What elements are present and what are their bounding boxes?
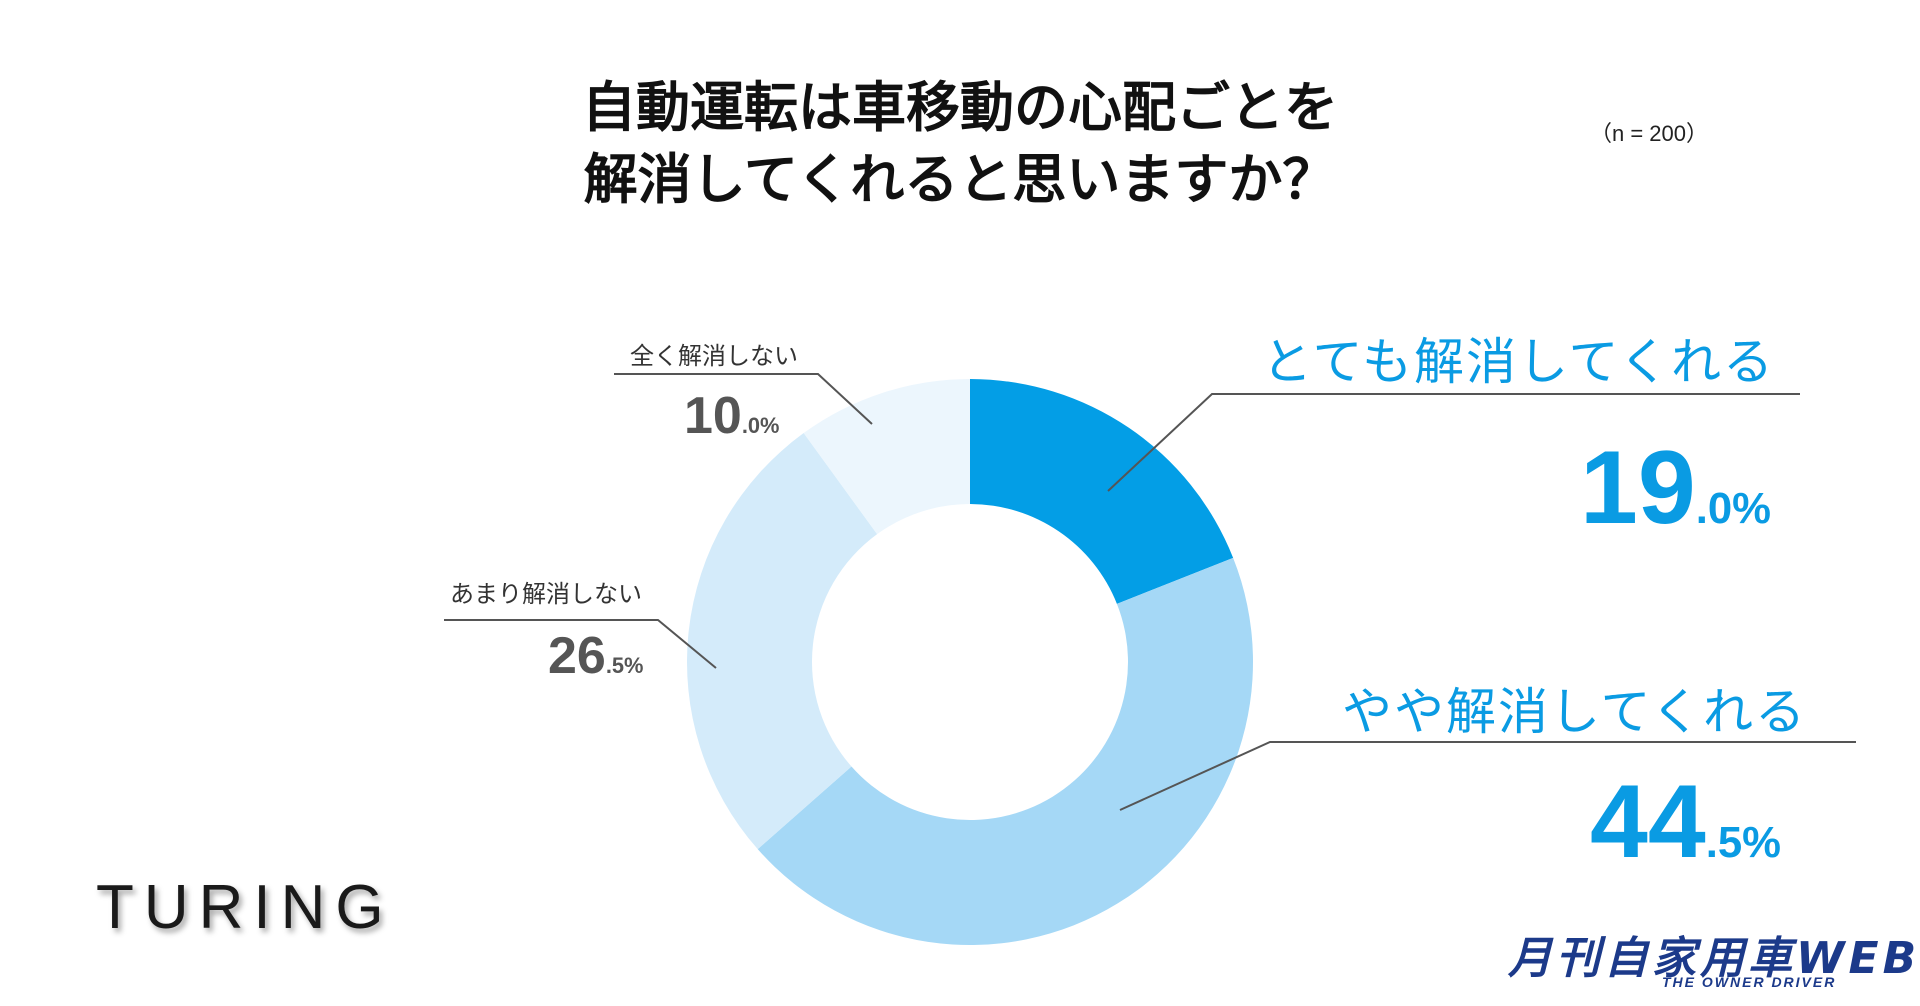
leader-somewhat-resolves — [1119, 741, 1856, 811]
percent-very-dec: .0% — [1695, 484, 1771, 533]
label-somewhat-resolves: やや解消してくれる — [1342, 683, 1807, 741]
percent-not-at-all-dec: .0% — [741, 413, 780, 438]
title-line-2: 解消してくれると思いますか？ — [583, 148, 1337, 211]
slice-very-resolves — [970, 379, 1234, 604]
sample-size: （n = 200） — [1590, 121, 1709, 146]
slice-not-at-all — [803, 379, 970, 535]
magazine-name: 月刊自家用車WEB — [1508, 933, 1920, 984]
percent-very-int: 19 — [1580, 430, 1696, 546]
leader-not-much — [444, 619, 717, 669]
turing-logo: TURING — [96, 873, 394, 942]
percent-not-much-int: 26 — [548, 627, 606, 685]
percent-somewhat-dec: .5% — [1705, 818, 1781, 867]
percent-somewhat-int: 44 — [1590, 764, 1706, 880]
magazine-tagline: THE OWNER DRIVER — [1662, 974, 1837, 990]
title-line-1: 自動運転は車移動の心配ごとを — [582, 76, 1338, 139]
leader-not-at-all — [614, 373, 873, 425]
percent-very-resolves: 19.0% — [1580, 436, 1771, 540]
percent-not-much: 26.5% — [548, 630, 643, 682]
slice-not-much — [687, 433, 878, 850]
label-very-resolves: とても解消してくれる — [1262, 333, 1775, 391]
label-not-much: あまり解消しない — [450, 580, 642, 608]
label-not-at-all: 全く解消しない — [630, 342, 798, 370]
percent-somewhat-resolves: 44.5% — [1590, 770, 1781, 874]
chart-title: 自動運転は車移動の心配ごとを 解消してくれると思いますか？ — [540, 72, 1380, 216]
magazine-logo: 月刊自家用車WEB THE OWNER DRIVER — [1508, 922, 1916, 996]
percent-not-much-dec: .5% — [605, 653, 644, 678]
percent-not-at-all-int: 10 — [684, 387, 742, 445]
slice-somewhat-resolves — [757, 557, 1253, 945]
percent-not-at-all: 10.0% — [684, 390, 779, 442]
leader-very-resolves — [1107, 393, 1800, 492]
